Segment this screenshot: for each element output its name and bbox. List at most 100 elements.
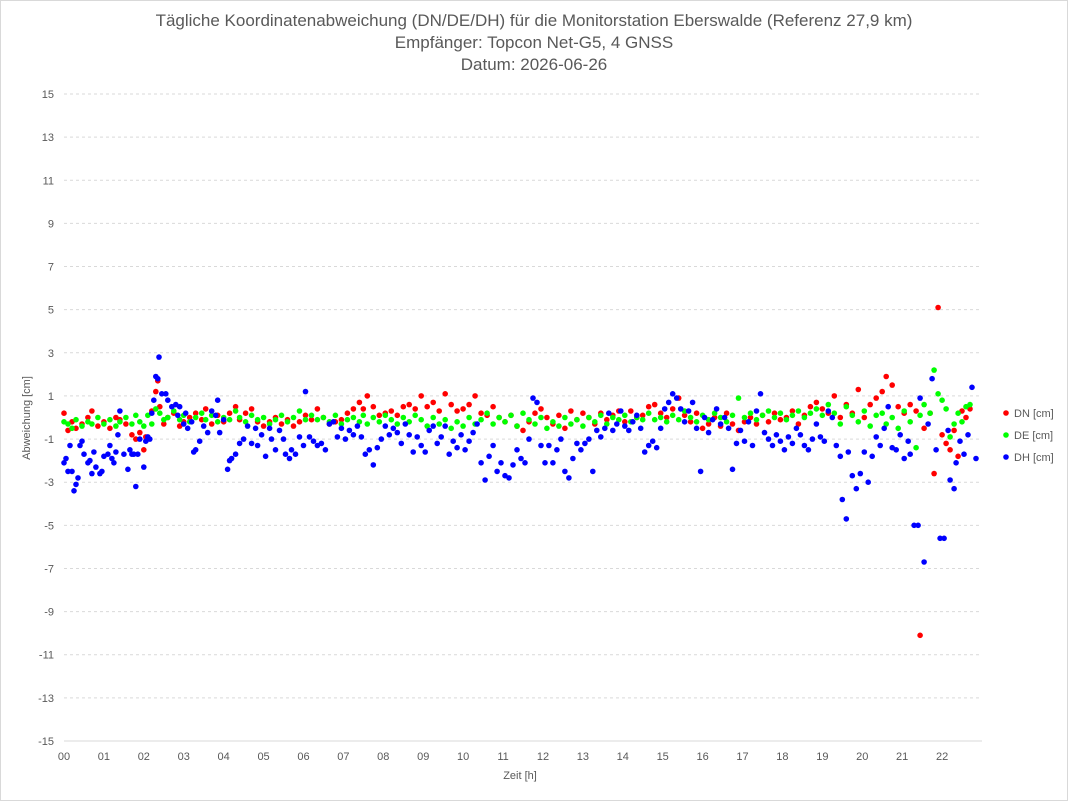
data-point	[466, 438, 472, 445]
data-point	[117, 419, 123, 425]
x-tick-label: 17	[736, 751, 748, 763]
data-point	[877, 442, 883, 449]
data-point	[338, 416, 345, 423]
data-point	[494, 468, 500, 475]
data-point	[693, 410, 700, 417]
data-point	[214, 397, 221, 404]
data-point	[424, 423, 431, 429]
data-point	[196, 438, 203, 445]
data-point	[254, 442, 261, 449]
data-point	[729, 412, 736, 419]
data-point	[753, 421, 760, 427]
data-point	[544, 414, 550, 421]
data-point	[873, 395, 879, 401]
data-point	[436, 408, 443, 414]
data-point	[506, 475, 512, 481]
data-point	[669, 412, 676, 419]
data-point	[921, 559, 927, 565]
data-point	[955, 410, 961, 417]
data-point	[765, 436, 772, 442]
data-point	[344, 416, 351, 423]
data-point	[350, 406, 357, 412]
data-point	[889, 382, 895, 388]
data-point	[418, 442, 425, 449]
data-point	[901, 408, 907, 414]
data-point	[105, 451, 111, 458]
data-point	[448, 401, 455, 408]
y-tick-label: -5	[44, 520, 54, 532]
data-point	[532, 421, 538, 427]
data-point	[592, 419, 598, 425]
data-point	[657, 425, 664, 432]
data-point	[91, 449, 97, 455]
data-point	[520, 410, 526, 417]
y-tick-label: 1	[48, 391, 54, 403]
data-point	[390, 425, 397, 432]
data-point	[622, 419, 628, 425]
data-point	[879, 410, 885, 417]
data-point	[370, 414, 377, 421]
data-point	[163, 391, 169, 397]
data-point	[626, 427, 632, 434]
data-point	[721, 414, 728, 421]
y-tick-label: 15	[42, 89, 54, 101]
data-point	[69, 468, 75, 475]
data-point	[873, 412, 879, 419]
data-point	[723, 410, 730, 417]
data-point	[857, 470, 864, 477]
data-point	[651, 416, 658, 423]
data-point	[568, 408, 574, 414]
data-point	[332, 412, 339, 419]
data-point	[574, 416, 580, 423]
data-point	[556, 423, 562, 429]
data-point	[358, 434, 365, 440]
data-point	[649, 438, 656, 445]
data-point	[260, 414, 267, 421]
data-point	[214, 419, 221, 425]
data-point	[801, 442, 808, 449]
data-point	[376, 412, 383, 419]
chart-title: Tägliche Koordinatenabweichung (DN/DE/DH…	[155, 11, 913, 30]
data-point	[129, 421, 135, 427]
data-point	[278, 421, 285, 427]
data-point	[69, 425, 75, 432]
data-point	[783, 416, 790, 423]
data-point	[133, 436, 139, 442]
data-point	[302, 388, 309, 395]
data-point	[398, 440, 405, 447]
data-point	[71, 488, 77, 494]
data-point	[669, 391, 676, 397]
data-point	[370, 403, 377, 410]
data-point	[290, 423, 297, 429]
x-tick-label: 20	[856, 751, 868, 763]
data-point	[192, 447, 199, 453]
data-point	[157, 410, 163, 417]
data-point	[280, 436, 287, 442]
data-point	[442, 416, 449, 423]
data-point	[186, 414, 193, 421]
data-point	[496, 414, 502, 421]
data-point	[789, 408, 796, 414]
data-point	[917, 412, 923, 419]
data-point	[771, 414, 778, 421]
data-point	[394, 429, 401, 436]
data-point	[653, 444, 660, 451]
data-point	[526, 436, 532, 442]
data-point	[202, 406, 209, 412]
data-point	[645, 410, 652, 417]
data-point	[65, 421, 71, 427]
data-point	[869, 453, 875, 460]
data-point	[364, 393, 371, 399]
data-point	[939, 432, 945, 438]
data-point	[913, 444, 919, 451]
data-point	[522, 460, 528, 466]
data-point	[963, 414, 969, 421]
data-point	[137, 429, 143, 436]
data-point	[302, 412, 309, 419]
data-point	[586, 436, 592, 442]
data-point	[745, 419, 752, 425]
data-point	[212, 412, 219, 419]
data-point	[550, 460, 556, 466]
legend-label: DN [cm]	[1014, 408, 1054, 420]
x-tick-label: 21	[896, 751, 908, 763]
